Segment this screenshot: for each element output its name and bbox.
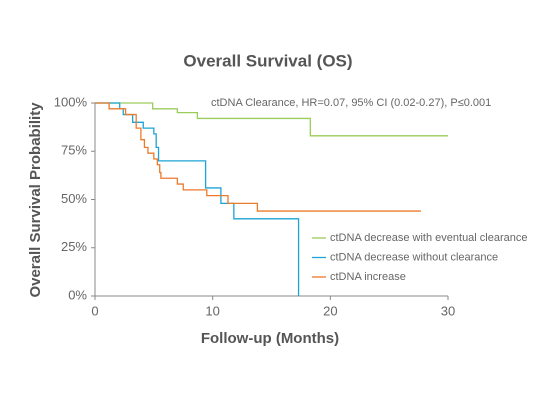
- x-axis-label: Follow-up (Months): [201, 330, 339, 347]
- y-tick-label: 75%: [61, 143, 87, 158]
- survival-curve: [95, 102, 421, 212]
- annotation: ctDNA Clearance, HR=0.07, 95% CI (0.02-0…: [211, 97, 491, 109]
- y-axis-label: Overall Survival Probability: [27, 102, 44, 298]
- survival-curve: [95, 102, 448, 137]
- chart-title: Overall Survival (OS): [183, 51, 352, 70]
- y-tick-label: 0%: [68, 287, 87, 302]
- legend-label: ctDNA decrease with eventual clearance: [330, 232, 528, 244]
- x-tick-label: 20: [323, 303, 337, 318]
- x-tick-label: 10: [205, 303, 219, 318]
- legend-label: ctDNA increase: [330, 271, 406, 283]
- survival-curve: [95, 102, 300, 296]
- legend-label: ctDNA decrease without clearance: [330, 251, 498, 263]
- y-tick-label: 25%: [61, 239, 87, 254]
- y-tick-label: 100%: [54, 94, 88, 109]
- y-tick-label: 50%: [61, 191, 87, 206]
- x-tick-label: 0: [91, 303, 98, 318]
- x-tick-label: 30: [441, 303, 455, 318]
